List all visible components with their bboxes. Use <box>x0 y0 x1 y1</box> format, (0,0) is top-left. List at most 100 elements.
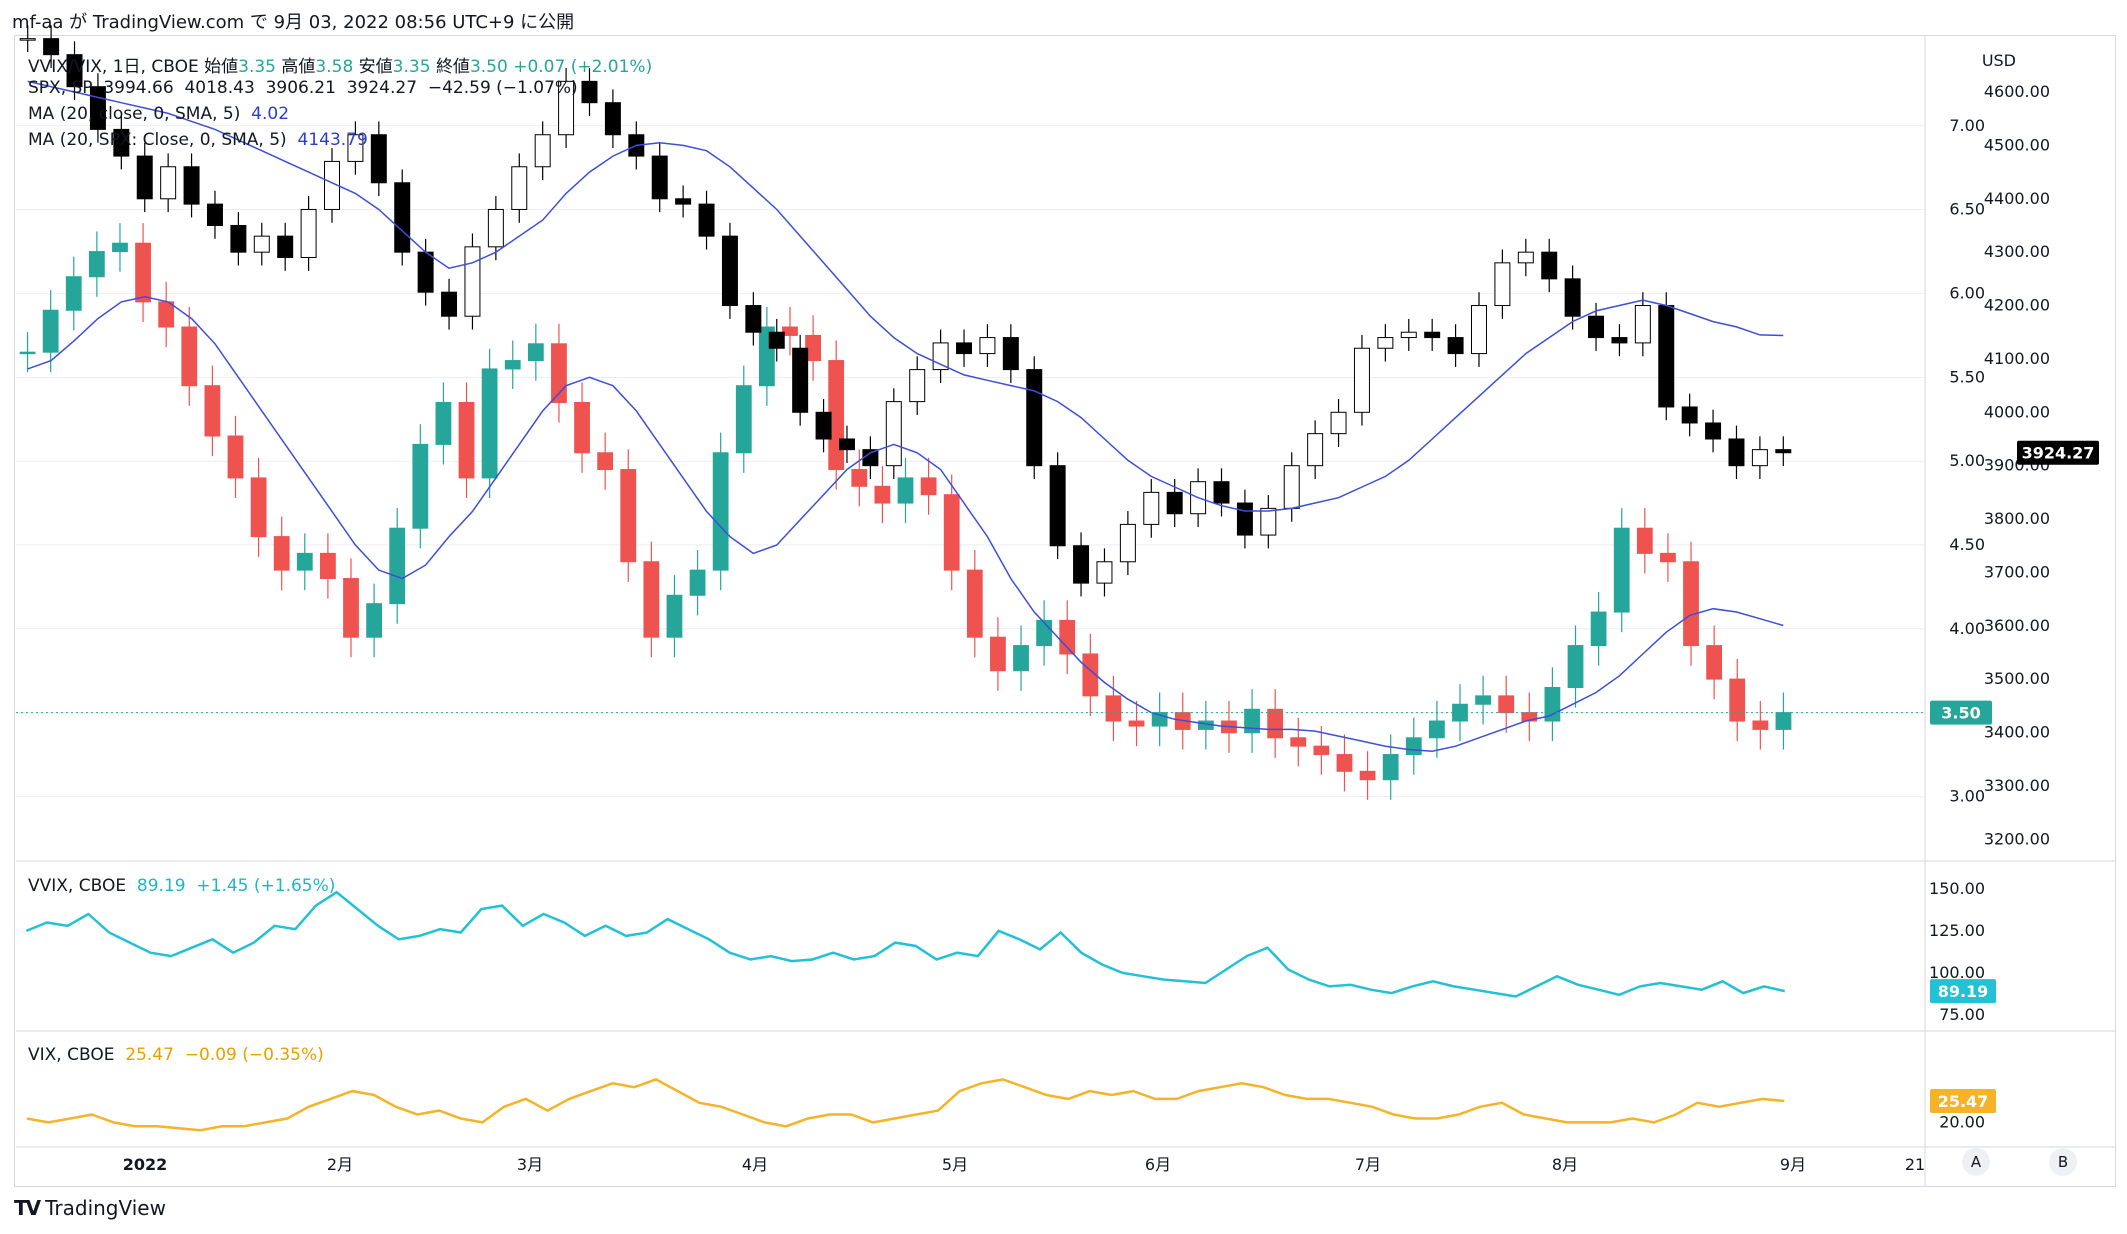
ratio-candle <box>112 242 128 253</box>
ratio-candle <box>620 469 637 563</box>
ratio-candle <box>1082 653 1099 697</box>
ratio-candle <box>1775 712 1792 730</box>
ratio-candle <box>1244 708 1260 734</box>
ratio-candle <box>88 251 105 278</box>
spx-candle <box>768 331 785 349</box>
ratio-candle <box>1613 527 1630 613</box>
legend-spx-symbol: SPX, SP <box>28 78 93 98</box>
spx-candle <box>1377 337 1394 349</box>
spx-candle <box>464 246 481 317</box>
spx-candle <box>1705 422 1722 440</box>
ratio-candle <box>1336 754 1353 772</box>
ratio-candle <box>897 477 914 504</box>
ratio-candle <box>204 385 221 437</box>
x-tick-label: 2月 <box>327 1155 353 1174</box>
spx-candle <box>1681 406 1698 424</box>
ratio-candle <box>1382 754 1399 781</box>
ratio-candle <box>1752 720 1769 730</box>
spx-candle <box>19 38 36 41</box>
ratio-candle <box>1660 552 1676 563</box>
legend-ma2: MA (20, SPX: Close, 0, SMA, 5) 4143.79 <box>28 130 368 150</box>
spx-candle <box>160 166 177 200</box>
ratio-candle <box>943 494 960 571</box>
ratio-candle <box>1128 720 1145 727</box>
legend-vix-change: −0.09 (−0.35%) <box>184 1045 324 1065</box>
ratio-candle <box>1036 619 1053 647</box>
spx-candle <box>1564 278 1581 317</box>
ratio-ma-line <box>27 296 1784 752</box>
ratio-candle <box>1590 611 1607 647</box>
legend-open: 3.35 <box>238 57 276 77</box>
ratio-candle <box>1059 619 1076 655</box>
legend-vvix: VVIX, CBOE 89.19 +1.45 (+1.65%) <box>28 876 335 896</box>
legend-close: 3.50 <box>469 57 508 77</box>
ratio-candle <box>666 594 683 638</box>
ratio-candle <box>1729 678 1746 722</box>
vvix-tick-label: 125.00 <box>1929 921 1985 940</box>
legend-spx-low: 3906.21 <box>265 78 336 98</box>
vix-tick-label: 20.00 <box>1939 1112 1985 1131</box>
log-scale-button[interactable]: B <box>2049 1148 2077 1176</box>
ratio-last-badge <box>1930 700 1992 725</box>
ratio-candle <box>527 343 544 362</box>
spx-candle <box>1541 251 1558 280</box>
spx-candle <box>1494 262 1511 307</box>
tradingview-logo[interactable]: TV TradingView <box>14 1196 166 1220</box>
ratio-candle <box>42 309 59 353</box>
ratio-candle <box>343 578 359 638</box>
spx-candle <box>394 182 411 253</box>
spx-candle <box>1658 305 1675 408</box>
vvix-tick-label: 75.00 <box>1939 1005 1985 1024</box>
ratio-candle <box>874 485 891 504</box>
ratio-candle <box>1475 695 1491 705</box>
spx-tick-label: 4600.00 <box>1984 82 2050 101</box>
ratio-candle <box>320 552 336 580</box>
legend-spx-open: 3994.66 <box>103 78 174 98</box>
spx-candle <box>698 203 715 237</box>
ratio-tick-label: 5.50 <box>1949 367 1985 386</box>
spx-last-label: 3924.27 <box>2022 444 2095 463</box>
ratio-tick-label: 4.50 <box>1949 535 1985 554</box>
legend-ma2-label: MA (20, SPX: Close, 0, SMA, 5) <box>28 130 287 150</box>
ratio-candle <box>1290 737 1307 747</box>
spx-tick-label: 3500.00 <box>1984 669 2050 688</box>
ratio-last-label: 3.50 <box>1941 704 1980 723</box>
x-tick-label: 2022 <box>123 1155 168 1174</box>
ratio-candle <box>1521 712 1538 722</box>
spx-tick-label: 4300.00 <box>1984 242 2050 261</box>
ratio-candle <box>19 351 36 355</box>
spx-tick-label: 3400.00 <box>1984 723 2050 742</box>
ratio-tick-label: 3.00 <box>1949 786 1985 805</box>
ratio-candle <box>1567 645 1584 688</box>
spx-candle <box>370 134 387 184</box>
spx-candle <box>1400 331 1417 339</box>
ratio-tick-label: 5.00 <box>1949 451 1985 470</box>
ratio-candle <box>1105 695 1122 722</box>
ratio-candle <box>1405 737 1422 756</box>
legend-high: 3.58 <box>315 57 354 77</box>
ratio-candle <box>851 469 868 487</box>
spx-candle <box>66 54 83 88</box>
spx-candle <box>253 235 270 253</box>
x-tick-label: 21 <box>1905 1155 1925 1174</box>
ratio-candle <box>689 569 706 596</box>
ratio-candle <box>366 603 383 638</box>
spx-candle <box>347 134 364 162</box>
x-tick-label: 8月 <box>1552 1155 1578 1174</box>
legend-ma2-value: 4143.79 <box>297 130 368 150</box>
spx-candle <box>1634 305 1651 344</box>
vvix-line <box>25 890 1785 998</box>
tradingview-logo-icon: TV <box>14 1196 41 1220</box>
spx-candle <box>1353 347 1370 413</box>
spx-candle <box>909 369 926 403</box>
spx-candle <box>1471 305 1487 355</box>
spx-candle <box>956 342 973 355</box>
auto-scale-button[interactable]: A <box>1962 1148 1990 1176</box>
spx-candle <box>745 305 762 333</box>
legend-low: 3.35 <box>392 57 431 77</box>
spx-tick-label: 4100.00 <box>1984 349 2050 368</box>
ratio-candle <box>1706 645 1723 680</box>
vix-last-label: 25.47 <box>1938 1092 1989 1111</box>
ratio-candle <box>389 527 406 605</box>
